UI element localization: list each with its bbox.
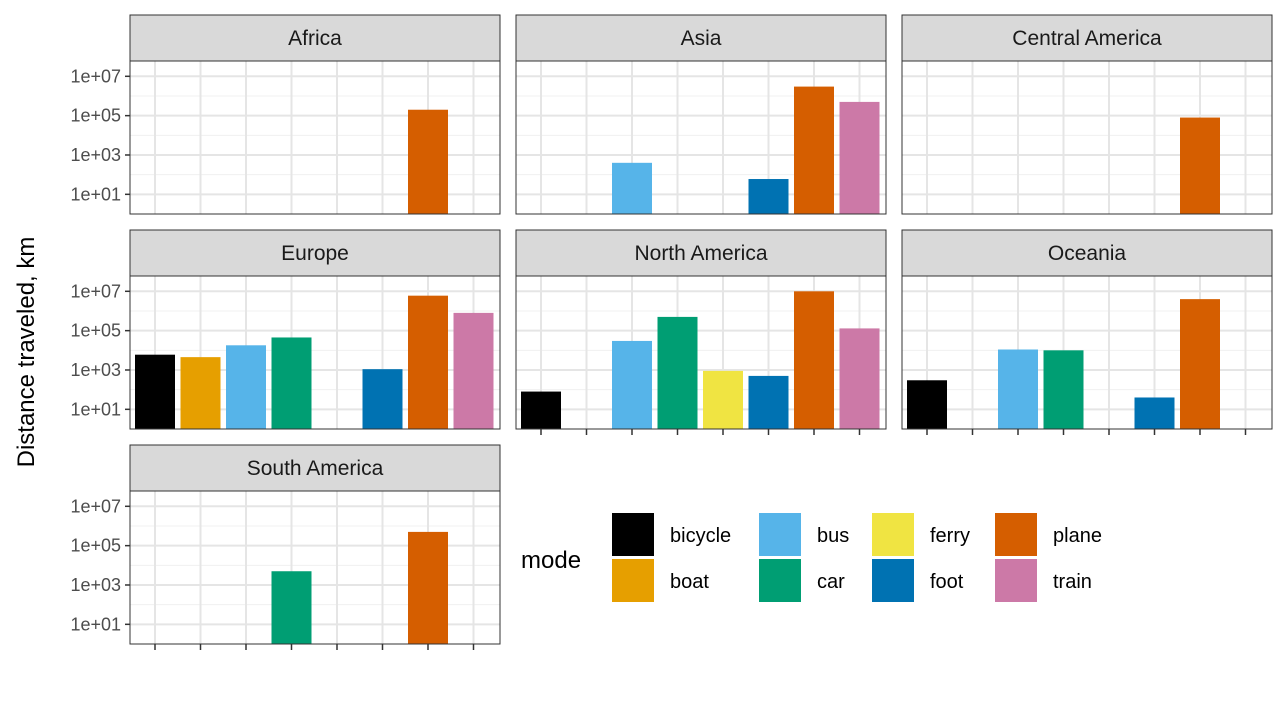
y-tick-label: 1e+07 xyxy=(70,496,121,516)
facet-strip-label: Europe xyxy=(281,242,349,265)
legend-label-train: train xyxy=(1053,571,1092,593)
bar-south-america-car xyxy=(271,571,312,644)
bar-oceania-bicycle xyxy=(907,380,947,429)
facet-europe: Europe 1e+01 1e+03 1e+05 1e+07 xyxy=(70,229,501,430)
y-tick-label: 1e+05 xyxy=(70,321,121,341)
panel-border xyxy=(129,60,501,215)
facet-africa: Africa 1e+01 1e+03 1e+05 1e+07 xyxy=(70,14,501,215)
facet-strip-label: Asia xyxy=(681,27,722,50)
legend-label-plane: plane xyxy=(1053,525,1102,547)
bar-north-america-ferry xyxy=(703,370,743,429)
legend-item-boat: boat xyxy=(612,559,709,602)
bar-europe-bicycle xyxy=(135,354,175,429)
facet-strip-label: Africa xyxy=(288,27,342,50)
bar-central-america-plane xyxy=(1180,117,1220,214)
bar-oceania-car xyxy=(1043,350,1084,429)
bar-asia-foot xyxy=(748,179,789,214)
facet-strip xyxy=(515,229,887,277)
y-tick-label: 1e+03 xyxy=(70,575,121,595)
legend-item-plane: plane xyxy=(995,513,1102,556)
y-tick-label: 1e+05 xyxy=(70,106,121,126)
facet-strip-label: Central America xyxy=(1012,27,1162,50)
bar-europe-car xyxy=(271,337,312,429)
facet-south-america: South America 1e+01 1e+03 1e+05 1e+07 xyxy=(70,444,501,650)
facet-asia: Asia xyxy=(515,14,887,215)
legend-label-boat: boat xyxy=(670,571,709,593)
legend-key-plane xyxy=(995,513,1037,556)
facet-panels: Africa 1e+01 1e+03 1e+05 1e+07 Asia Central Am… xyxy=(70,14,1273,650)
bar-north-america-car xyxy=(657,316,698,429)
legend-item-train: train xyxy=(995,559,1092,602)
bar-europe-plane xyxy=(408,295,448,429)
panel-border xyxy=(901,275,1273,430)
y-tick-label: 1e+01 xyxy=(70,184,121,204)
y-tick-label: 1e+03 xyxy=(70,360,121,380)
bar-europe-foot xyxy=(362,369,403,429)
facet-strip xyxy=(515,14,887,62)
legend-item-bus: bus xyxy=(759,513,849,556)
y-tick-label: 1e+07 xyxy=(70,66,121,86)
bar-north-america-foot xyxy=(748,375,789,429)
legend-label-bus: bus xyxy=(817,525,849,547)
legend-key-bus xyxy=(759,513,801,556)
facet-north-america: North America xyxy=(515,229,887,435)
panel-border xyxy=(129,275,501,430)
facet-strip-label: North America xyxy=(634,242,767,265)
y-tick-label: 1e+03 xyxy=(70,145,121,165)
legend-item-foot: foot xyxy=(872,559,964,602)
legend-label-bicycle: bicycle xyxy=(670,525,731,547)
legend-item-bicycle: bicycle xyxy=(612,513,731,556)
facet-strip xyxy=(129,444,501,492)
legend-title: mode xyxy=(521,547,581,574)
facet-oceania: Oceania xyxy=(901,229,1273,435)
y-tick-label: 1e+07 xyxy=(70,281,121,301)
y-tick-label: 1e+01 xyxy=(70,614,121,634)
facet-strip xyxy=(901,14,1273,62)
facet-central-america: Central America xyxy=(901,14,1273,215)
legend-key-car xyxy=(759,559,801,602)
bar-north-america-plane xyxy=(794,291,834,429)
bar-oceania-bus xyxy=(998,349,1038,429)
bar-oceania-foot xyxy=(1134,397,1175,429)
legend-key-ferry xyxy=(872,513,914,556)
legend: mode bicycle boat bus car ferry foot plane train xyxy=(521,513,1102,602)
bar-south-america-plane xyxy=(408,531,448,644)
panel-border xyxy=(515,60,887,215)
bar-asia-bus xyxy=(612,162,652,214)
legend-item-car: car xyxy=(759,559,845,602)
bar-north-america-train xyxy=(839,328,880,429)
bar-north-america-bus xyxy=(612,340,652,429)
bar-north-america-bicycle xyxy=(521,391,561,429)
bar-asia-train xyxy=(839,101,880,214)
facet-strip-label: South America xyxy=(247,457,384,480)
legend-key-train xyxy=(995,559,1037,602)
facet-strip-label: Oceania xyxy=(1048,242,1127,265)
bar-asia-plane xyxy=(794,86,834,214)
panel-border xyxy=(515,275,887,430)
legend-label-foot: foot xyxy=(930,571,964,593)
legend-item-ferry: ferry xyxy=(872,513,970,556)
bar-africa-plane xyxy=(408,109,448,214)
legend-label-car: car xyxy=(817,571,845,593)
legend-key-bicycle xyxy=(612,513,654,556)
panel-border xyxy=(901,60,1273,215)
y-tick-label: 1e+05 xyxy=(70,536,121,556)
bar-europe-boat xyxy=(180,357,221,429)
facet-strip xyxy=(129,14,501,62)
facet-strip xyxy=(129,229,501,277)
y-tick-label: 1e+01 xyxy=(70,399,121,419)
bar-europe-train xyxy=(453,312,494,429)
panel-border xyxy=(129,490,501,645)
legend-label-ferry: ferry xyxy=(930,525,970,547)
bar-europe-bus xyxy=(226,345,266,429)
y-axis-title: Distance traveled, km xyxy=(13,237,40,468)
legend-key-boat xyxy=(612,559,654,602)
legend-key-foot xyxy=(872,559,914,602)
bar-oceania-plane xyxy=(1180,299,1220,429)
